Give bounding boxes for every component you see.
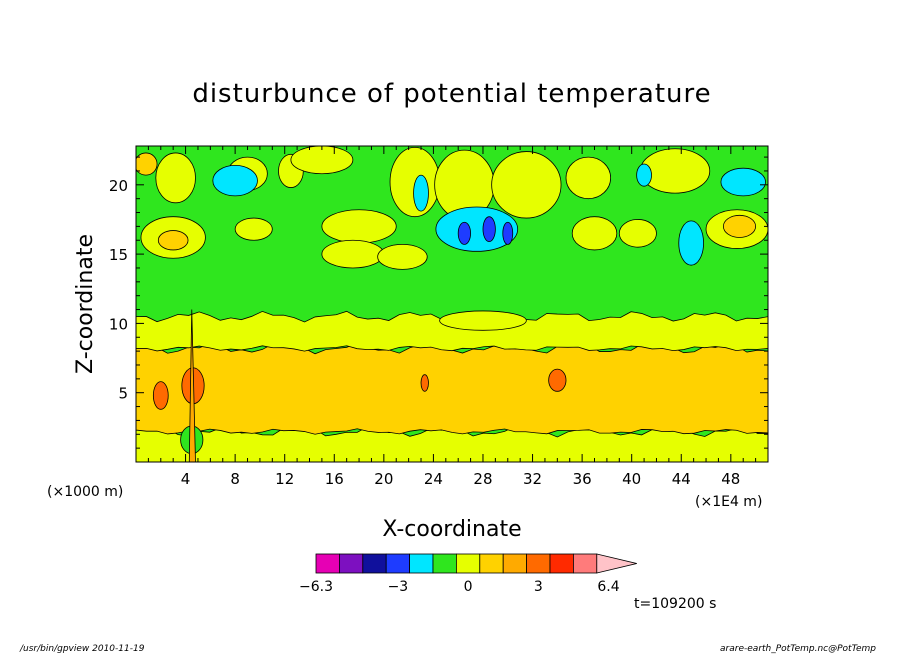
colorbar-tick-label: −6.3 xyxy=(299,579,333,595)
contour-cell xyxy=(548,368,567,392)
contour-cell xyxy=(420,374,429,392)
footer-left: /usr/bin/gpview 2010-11-19 xyxy=(19,644,145,654)
x-unit-label: (×1E4 m) xyxy=(695,494,762,510)
contour-cell xyxy=(234,217,273,241)
contour-cell xyxy=(321,239,385,269)
contour-cell xyxy=(502,221,514,245)
x-tick-label: 16 xyxy=(325,470,344,488)
y-axis-label: Z-coordinate xyxy=(73,234,98,374)
contour-cell xyxy=(457,221,471,245)
chart-title: disturbunce of potential temperature xyxy=(192,79,711,109)
colorbar-arrow xyxy=(596,553,637,574)
contour-cell xyxy=(152,381,169,410)
contour-cell xyxy=(678,220,704,266)
contour-cell xyxy=(212,165,258,197)
colorbar-swatch xyxy=(526,553,551,574)
contour-cell xyxy=(290,146,354,175)
colorbar-swatch xyxy=(338,553,364,574)
colorbar-swatch xyxy=(315,553,340,574)
y-tick-label: 20 xyxy=(109,177,128,195)
colorbar-swatch xyxy=(409,553,434,574)
colorbar-swatch xyxy=(549,553,574,574)
time-annotation: t=109200 s xyxy=(634,596,716,612)
colorbar-tick-label: 0 xyxy=(464,579,473,595)
colorbar-swatch xyxy=(362,553,387,574)
contour-cell xyxy=(618,219,657,248)
colorbar-swatch xyxy=(573,553,598,574)
plot-frame xyxy=(135,145,769,463)
contour-cell xyxy=(571,216,618,251)
y-unit-label: (×1000 m) xyxy=(47,484,123,500)
colorbar-swatch xyxy=(432,553,457,574)
contour-plume xyxy=(188,309,196,462)
contour-cell xyxy=(321,209,397,244)
contour-cell xyxy=(565,156,612,200)
footer-right: arare-earth_PotTemp.nc@PotTemp xyxy=(720,644,876,654)
contour-band-surface xyxy=(136,425,768,462)
x-axis-label: X-coordinate xyxy=(382,517,521,542)
colorbar-tick-label: 3 xyxy=(534,579,543,595)
colorbar-swatch xyxy=(502,553,528,574)
contour-band-mid xyxy=(136,310,768,352)
contour-band-lower-warm xyxy=(136,342,768,435)
contour-cell xyxy=(491,151,562,219)
contour-cell xyxy=(413,174,429,212)
x-tick-label: 8 xyxy=(230,470,240,488)
contour-cell xyxy=(377,244,428,270)
x-tick-label: 24 xyxy=(424,470,443,488)
contour-cell xyxy=(439,310,527,331)
x-tick-label: 40 xyxy=(622,470,641,488)
contour-cell xyxy=(720,167,766,197)
colorbar-tick-label: 6.4 xyxy=(597,579,619,595)
colorbar-tick-label: −3 xyxy=(388,579,409,595)
contour-cell xyxy=(435,206,519,252)
x-tick-label: 4 xyxy=(181,470,191,488)
colorbar-swatch xyxy=(479,553,504,574)
x-tick-label: 44 xyxy=(672,470,691,488)
contour-cell xyxy=(157,230,189,251)
colorbar-swatch xyxy=(455,553,481,574)
contour-cell xyxy=(155,152,196,204)
colorbar xyxy=(315,553,637,574)
contour-cell xyxy=(482,216,496,243)
y-tick-label: 5 xyxy=(118,385,128,403)
y-tick-label: 15 xyxy=(109,246,128,264)
x-tick-label: 32 xyxy=(523,470,542,488)
colorbar-swatch xyxy=(385,553,411,574)
contour-cell xyxy=(136,152,158,176)
plot-area xyxy=(136,146,768,462)
x-tick-label: 12 xyxy=(275,470,294,488)
contour-cell xyxy=(722,214,757,238)
x-tick-label: 36 xyxy=(573,470,592,488)
y-tick-label: 10 xyxy=(109,315,128,333)
contour-cell xyxy=(636,163,652,187)
x-tick-label: 20 xyxy=(374,470,393,488)
x-tick-label: 28 xyxy=(473,470,492,488)
x-tick-label: 48 xyxy=(721,470,740,488)
